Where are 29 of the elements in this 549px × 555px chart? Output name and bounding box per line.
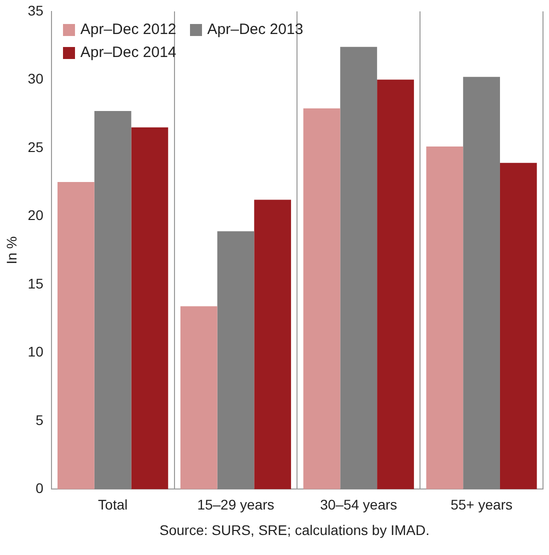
bar [217, 231, 254, 490]
legend-label: Apr–Dec 2014 [80, 44, 176, 62]
bar [340, 46, 378, 490]
x-tick-label: 15–29 years [197, 496, 274, 512]
y-tick-label: 25 [28, 138, 44, 155]
x-tick-label: 55+ years [450, 496, 512, 512]
bar [131, 127, 168, 490]
bar [94, 111, 132, 490]
y-tick-label: 5 [36, 412, 44, 428]
bar [500, 162, 537, 490]
bar [463, 76, 500, 490]
x-tick-label: 30–54 years [320, 496, 398, 512]
y-tick-label: 0 [36, 480, 44, 496]
legend-label: Apr–Dec 2013 [207, 21, 304, 38]
bar [377, 80, 414, 490]
y-tick-label: 20 [28, 207, 44, 224]
bar [254, 200, 292, 490]
bar [180, 306, 218, 490]
y-axis-title: In % [3, 236, 20, 264]
y-tick-label: 15 [28, 275, 44, 292]
bar [426, 146, 464, 490]
x-tick-label: Total [98, 496, 128, 512]
bar [303, 108, 340, 490]
source-note: Source: SURS, SRE; calculations by IMAD. [158, 522, 430, 538]
y-tick-label: 10 [28, 344, 44, 360]
legend-label: Apr–Dec 2012 [80, 21, 176, 38]
bar [58, 182, 94, 490]
y-tick-label: 30 [28, 70, 44, 87]
y-tick-label: 35 [28, 2, 44, 18]
